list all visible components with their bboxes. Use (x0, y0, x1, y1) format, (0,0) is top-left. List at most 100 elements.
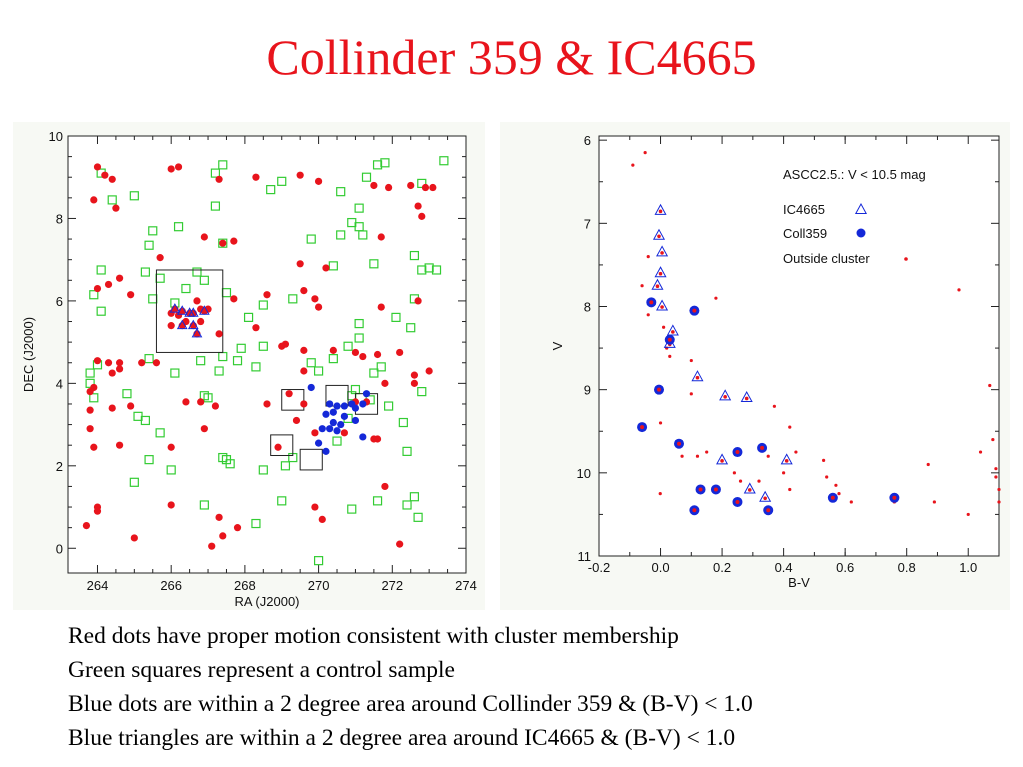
green-square-point (409, 492, 420, 502)
y-tick-label: 10 (577, 466, 591, 481)
x-tick-label: 0.0 (651, 560, 669, 575)
green-square-point (354, 203, 364, 213)
blue-dot-point (326, 425, 334, 433)
outside-cluster-point (926, 462, 930, 467)
ic4665-triangle-point (691, 370, 704, 382)
ic4665-triangle-point (666, 324, 679, 336)
green-square-point (192, 267, 202, 277)
red-dot-point (318, 515, 326, 524)
green-square-point (236, 343, 246, 353)
green-square-point (332, 436, 342, 446)
red-dot-point (93, 284, 102, 293)
red-dot-point (414, 202, 422, 210)
green-square-point (372, 160, 383, 170)
green-square-point (148, 226, 158, 236)
red-dot-point (340, 429, 348, 437)
blue-dot-point (340, 402, 348, 410)
region-box (270, 434, 294, 457)
red-dot-point (370, 181, 378, 190)
green-square-point (409, 250, 420, 261)
green-square-point (347, 217, 357, 228)
ic4665-triangle-point (759, 490, 772, 502)
region-box (299, 448, 323, 471)
red-dot-point (86, 406, 94, 414)
ic4665-triangle-point (654, 203, 667, 215)
outside-cluster-point (658, 492, 662, 496)
blue-dot-point (362, 390, 371, 398)
blue-dot-point (314, 439, 323, 447)
outside-cluster-point (997, 500, 1001, 504)
y-tick-label: 7 (584, 216, 591, 231)
blue-dot-point (326, 400, 334, 408)
legend-red-dot-icon (904, 257, 908, 261)
outside-cluster-point (782, 471, 786, 475)
y-tick-label: 8 (584, 299, 591, 314)
red-dot-point (252, 173, 260, 181)
green-square-point (144, 455, 154, 465)
red-dot-point (219, 239, 227, 247)
green-square-point (402, 446, 412, 456)
green-square-point (431, 265, 442, 275)
red-dot-point (193, 297, 201, 305)
blue-dot-point (351, 416, 360, 425)
green-square-point (85, 368, 95, 378)
red-dot-point (322, 264, 330, 272)
y-tick-label: 11 (578, 549, 592, 564)
red-dot-point (208, 542, 216, 550)
red-dot-point (215, 330, 223, 338)
red-dot-point (377, 233, 385, 241)
x-tick-label: 264 (87, 578, 109, 593)
green-square-point (380, 158, 390, 168)
green-square-point (203, 393, 213, 403)
red-dot-point (204, 305, 212, 313)
coll359-center-dot (692, 508, 697, 513)
region-box (155, 269, 224, 353)
red-dot-point (115, 274, 124, 282)
blue-dot-point (322, 410, 330, 418)
blue-triangle-point (191, 327, 203, 338)
green-square-point (384, 401, 394, 411)
red-dot-point (215, 175, 223, 183)
outside-cluster-point (849, 500, 853, 504)
green-square-point (288, 294, 298, 304)
green-square-point (277, 496, 287, 506)
outside-cluster-point (978, 450, 983, 454)
red-dot-point (311, 503, 319, 511)
x-tick-label: 0.2 (713, 560, 731, 575)
outside-cluster-point (714, 296, 718, 300)
caption-blue-dots: Blue dots are within a 2 degree area aro… (68, 691, 753, 717)
x-tick-label: -0.2 (588, 560, 610, 575)
coll359-center-dot (677, 441, 681, 446)
red-dot-point (407, 181, 415, 190)
outside-cluster-point (658, 421, 663, 425)
x-tick-label: 272 (381, 578, 403, 593)
legend-label-ic4665: IC4665 (783, 202, 825, 217)
coll359-center-dot (760, 445, 765, 450)
red-dot-point (410, 379, 419, 387)
blue-dot-point (351, 404, 360, 412)
green-square-point (336, 187, 346, 197)
ic4665-triangle-point (652, 228, 666, 240)
y-tick-label: 10 (49, 129, 63, 144)
blue-dot-point (329, 408, 337, 416)
green-square-point (258, 465, 268, 475)
red-dot-point (167, 443, 175, 451)
red-dot-point (252, 324, 260, 332)
outside-cluster-point (689, 358, 693, 363)
green-square-point (369, 368, 379, 378)
red-dot-point (385, 183, 393, 192)
coll359-center-dot (692, 308, 697, 313)
red-dot-point (200, 233, 208, 241)
y-axis-label: V (550, 341, 565, 350)
red-dot-point (396, 540, 404, 548)
red-dot-point (215, 513, 223, 521)
red-dot-point (182, 398, 190, 406)
red-dot-point (311, 429, 319, 437)
x-tick-label: 0.8 (898, 560, 916, 575)
green-square-point (232, 356, 243, 366)
coll359-center-dot (766, 508, 771, 513)
green-square-point (144, 354, 154, 364)
green-square-point (402, 500, 412, 510)
blue-dot-point (359, 433, 367, 441)
outside-cluster-point (997, 487, 1001, 492)
